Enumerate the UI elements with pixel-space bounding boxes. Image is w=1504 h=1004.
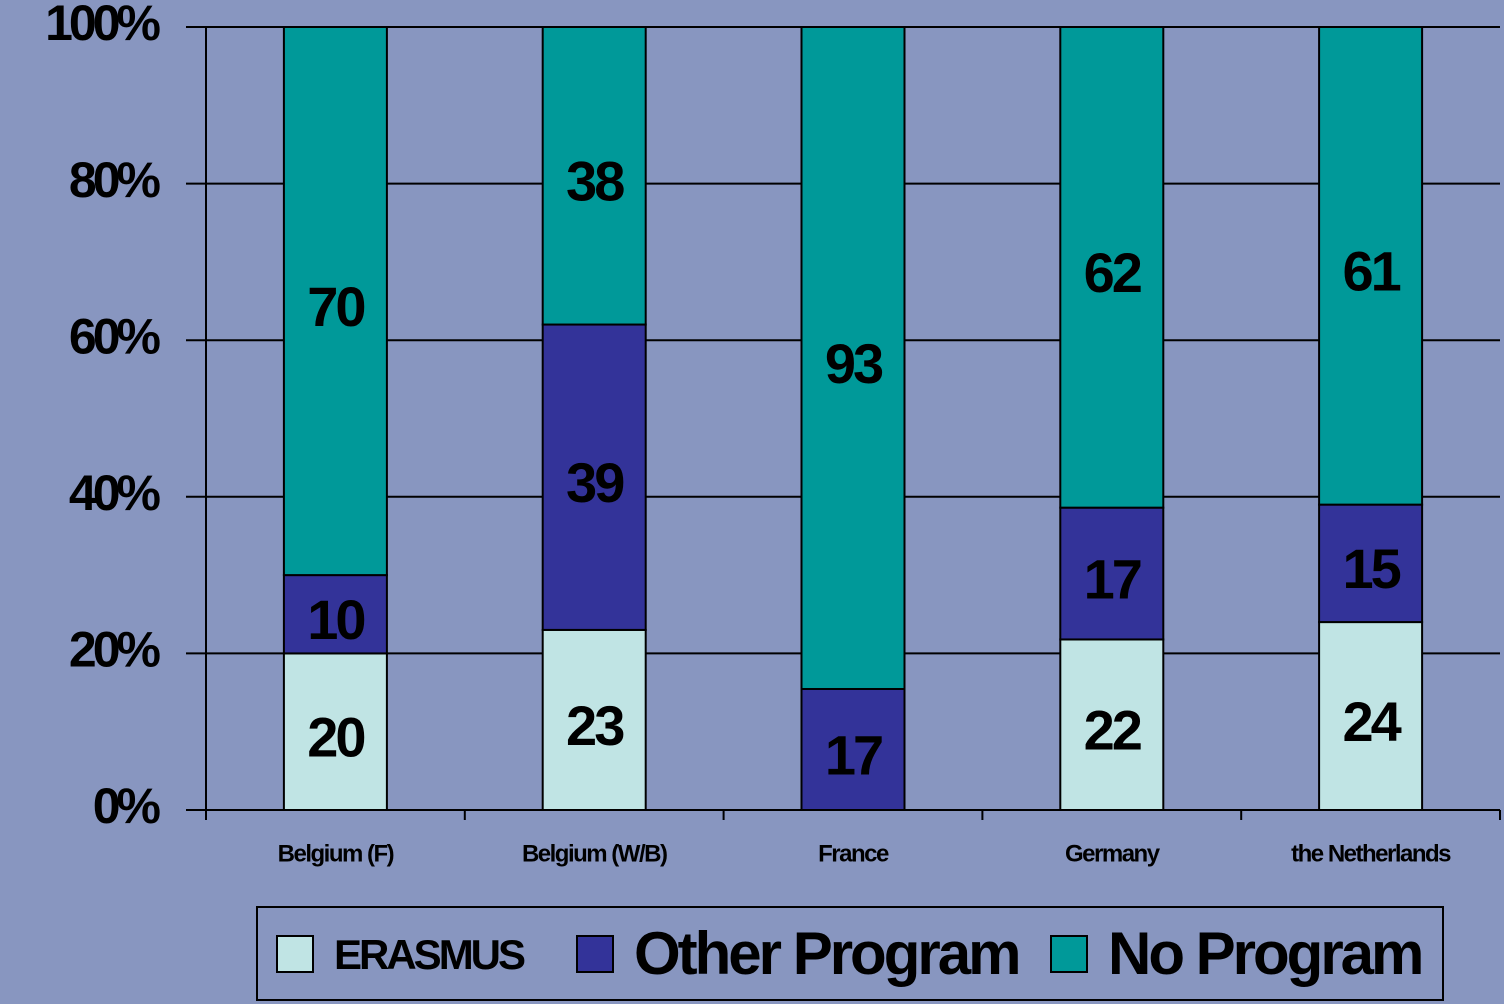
- x-tick-label: Belgium (W/B): [522, 840, 667, 867]
- x-tick-label: Germany: [1065, 840, 1161, 867]
- data-label: 61: [1342, 240, 1400, 303]
- bar-segment: [282, 652, 388, 812]
- legend-swatch: [1050, 935, 1088, 973]
- bar-segment: [800, 26, 906, 690]
- data-label: 24: [1342, 690, 1401, 753]
- bar-segment: [1059, 506, 1165, 641]
- data-label: 93: [825, 332, 883, 395]
- bar-segment: [541, 323, 647, 631]
- legend-swatch: [576, 935, 614, 973]
- data-label: 22: [1084, 699, 1141, 762]
- x-tick-label: the Netherlands: [1291, 840, 1451, 867]
- legend-label: No Program: [1108, 920, 1421, 987]
- bar-segment: [1318, 26, 1424, 506]
- y-tick-label: 20%: [69, 622, 161, 678]
- y-tick-label: 80%: [69, 152, 161, 208]
- bar-segment: [282, 26, 388, 577]
- legend-label: Other Program: [634, 920, 1018, 987]
- legend-swatch: [276, 935, 314, 973]
- bar-segment: [541, 628, 647, 811]
- data-label: 20: [307, 705, 364, 768]
- y-tick-label: 40%: [69, 465, 161, 521]
- data-label: 23: [566, 694, 624, 757]
- data-label: 17: [825, 723, 882, 786]
- data-label: 10: [307, 588, 364, 651]
- bar-segment: [1318, 503, 1424, 624]
- legend-box: [256, 906, 1444, 1001]
- y-tick-label: 0%: [93, 778, 161, 834]
- y-tick-label: 100%: [45, 0, 160, 51]
- bar-segment: [800, 687, 906, 811]
- data-label: 17: [1084, 547, 1141, 610]
- x-tick-label: Belgium (F): [278, 840, 394, 867]
- data-label: 38: [566, 150, 624, 213]
- y-tick-label: 60%: [69, 308, 161, 364]
- bar-segment: [282, 574, 388, 655]
- legend-label: ERASMUS: [334, 931, 525, 978]
- data-label: 15: [1342, 537, 1400, 600]
- bar-segment: [1318, 621, 1424, 812]
- bar-segment: [1059, 638, 1165, 812]
- data-label: 70: [307, 275, 364, 338]
- data-label: 39: [566, 451, 624, 514]
- data-label: 62: [1084, 241, 1141, 304]
- bar-segment: [541, 26, 647, 326]
- bar-segment: [1059, 26, 1165, 509]
- x-tick-label: France: [818, 840, 889, 867]
